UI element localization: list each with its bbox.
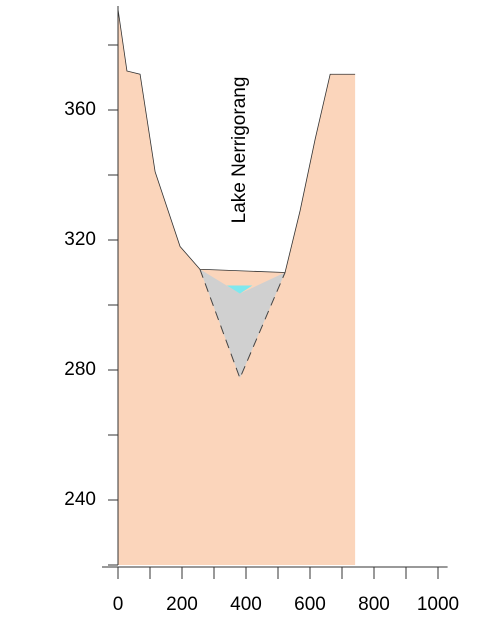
x-tick-label: 200 <box>166 594 198 615</box>
y-tick-label: 240 <box>64 489 96 510</box>
x-tick-label: 800 <box>358 594 390 615</box>
y-tick-label: 360 <box>64 99 96 120</box>
plot-area: 240 280 320 360 0 200 400 600 800 1000 <box>64 6 459 615</box>
x-tick-label: 600 <box>294 594 326 615</box>
lake-label: Lake Nerrigorang <box>229 77 250 224</box>
y-tick-label: 280 <box>64 359 96 380</box>
x-tick-label: 0 <box>113 594 124 615</box>
x-tick-label: 400 <box>230 594 262 615</box>
y-tick-label: 320 <box>64 229 96 250</box>
x-tick-label: 1000 <box>417 594 459 615</box>
chart: 240 280 320 360 0 200 400 600 800 1000 Lake Nerri… <box>0 0 497 638</box>
